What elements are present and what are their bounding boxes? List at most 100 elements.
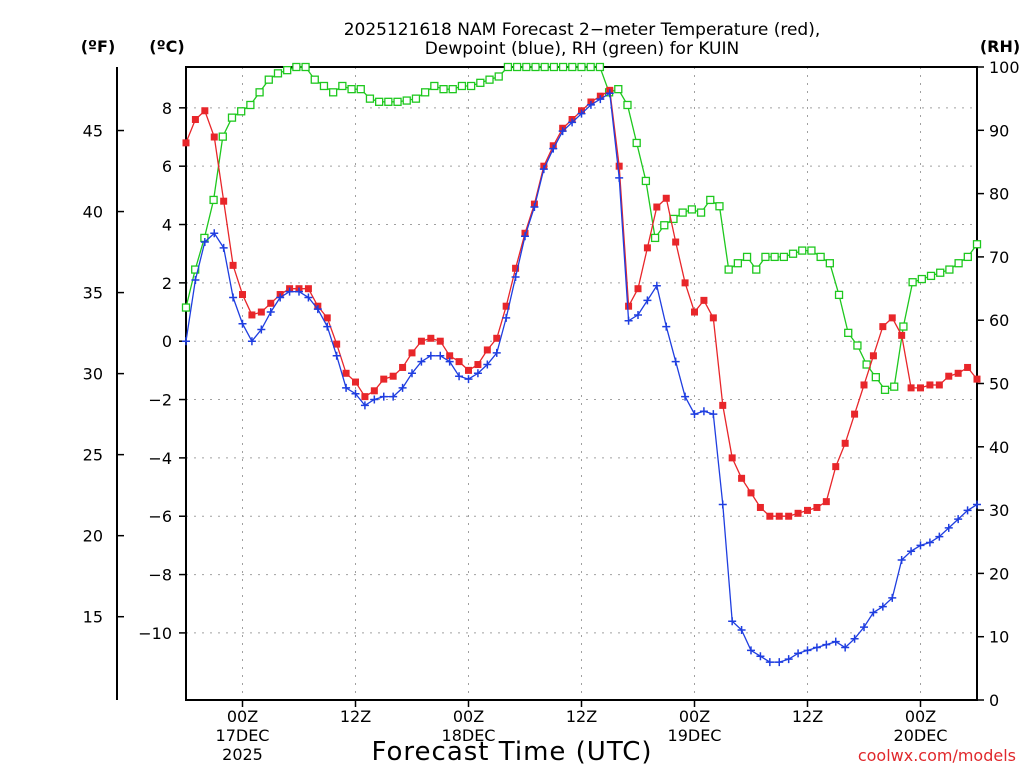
rh-point-48	[623, 100, 632, 110]
dewpoint-point-31	[473, 369, 482, 378]
temperature-point-46	[615, 162, 623, 170]
dewpoint-point-77	[907, 547, 916, 556]
x-tick-time-6: 00Z	[905, 707, 936, 726]
dewpoint-point-37	[530, 203, 539, 212]
rh-point-29	[448, 85, 457, 94]
rh-point-34	[494, 72, 503, 81]
temperature-point-16	[333, 340, 341, 348]
temperature-point-48	[634, 285, 642, 293]
rh-point-13	[301, 62, 310, 72]
temperature-point-82	[954, 369, 962, 377]
temperature-point-69	[832, 463, 840, 471]
temperature-point-22	[389, 372, 397, 380]
temperature-point-59	[738, 474, 746, 482]
x-axis-label: Forecast Time (UTC)	[371, 737, 652, 767]
rh-tick-label-0: 100	[989, 58, 1020, 77]
rh-tick-label-8: 20	[989, 564, 1009, 583]
temperature-point-79	[926, 381, 934, 389]
tick-labels: 86420−2−4−6−8−10454035302520151009080706…	[83, 58, 1020, 764]
rh-point-81	[926, 271, 936, 281]
temperature-point-23	[399, 363, 407, 371]
temperature-point-84	[973, 375, 981, 383]
rh-point-38	[531, 62, 540, 72]
dewpoint-point-9	[266, 308, 275, 317]
temperature-point-25	[417, 337, 425, 345]
celsius-tick-label-8: −8	[148, 566, 172, 585]
dewpoint-point-1	[191, 275, 200, 284]
plot-frame	[185, 66, 978, 701]
x-tick-time-1: 12Z	[340, 707, 371, 726]
rh-point-50	[641, 176, 651, 186]
celsius-tick-label-2: 4	[162, 216, 172, 235]
dewpoint-point-46	[615, 173, 624, 182]
dewpoint-point-47	[624, 316, 633, 325]
temperature-point-3	[210, 133, 218, 141]
x-tick-time-5: 12Z	[792, 707, 823, 726]
rh-point-77	[890, 382, 899, 391]
dewpoint-point-73	[869, 608, 878, 617]
temperature-point-33	[493, 334, 501, 342]
dewpoint-point-2	[200, 238, 209, 247]
rh-point-49	[632, 138, 641, 148]
rh-point-69	[816, 252, 825, 262]
temperature-point-75	[888, 314, 896, 322]
dewpoint-point-48	[634, 310, 642, 319]
fahrenheit-axis-unit: (ºF)	[81, 37, 116, 56]
rh-point-75	[871, 373, 880, 382]
dewpoint-point-28	[445, 357, 454, 366]
rh-point-70	[825, 259, 834, 268]
dewpoint-point-21	[379, 392, 388, 401]
rh-point-32	[476, 78, 485, 87]
dewpoint-point-26	[426, 351, 435, 360]
temperature-point-1	[191, 116, 199, 124]
rh-point-27	[430, 81, 439, 91]
dewpoint-point-6	[238, 319, 247, 328]
dewpoint-point-66	[803, 646, 812, 655]
dewpoint-point-34	[502, 313, 511, 322]
x-tick-date-4: 19DEC	[668, 726, 722, 745]
dewpoint-point-11	[285, 287, 294, 296]
temperature-point-54	[691, 308, 698, 316]
rh-point-31	[466, 81, 476, 91]
dewpoint-point-12	[295, 287, 303, 296]
rh-point-4	[218, 132, 227, 141]
dewpoint-point-58	[728, 617, 737, 626]
dewpoint-point-38	[539, 165, 548, 174]
rh-point-57	[706, 195, 715, 205]
dewpoint-point-67	[812, 643, 821, 652]
temperature-point-64	[785, 512, 793, 520]
celsius-tick-label-4: 0	[162, 332, 172, 351]
rh-point-15	[319, 81, 329, 91]
rh-point-36	[512, 62, 522, 72]
dewpoint-point-19	[360, 401, 369, 410]
fahrenheit-tick-label-0: 45	[83, 122, 103, 141]
dewpoint-point-75	[888, 593, 897, 602]
temperature-point-8	[257, 308, 265, 316]
temperature-point-52	[672, 238, 680, 246]
temperature-point-5	[229, 261, 237, 269]
dewpoint-point-30	[464, 375, 473, 384]
temperature-point-71	[851, 410, 859, 418]
dewpoint-point-0	[182, 337, 190, 346]
temperature-point-21	[380, 375, 388, 383]
temperature-point-74	[879, 323, 887, 331]
dewpoint-point-68	[822, 640, 831, 649]
rh-point-62	[752, 265, 761, 274]
chart-title-line2: Dewpoint (blue), RH (green) for KUIN	[425, 39, 739, 59]
rh-point-86	[972, 240, 982, 249]
rh-tick-label-4: 60	[989, 311, 1009, 330]
celsius-tick-label-0: 8	[162, 99, 172, 118]
rh-point-52	[660, 221, 669, 230]
temperature-point-61	[756, 503, 764, 511]
temperature-point-51	[662, 194, 670, 202]
celsius-axis-unit: (ºC)	[149, 37, 184, 56]
rh-point-7	[246, 100, 255, 110]
rh-point-66	[788, 249, 798, 258]
fahrenheit-tick-label-4: 25	[83, 446, 103, 465]
dewpoint-point-83	[963, 506, 972, 515]
dewpoint-point-33	[492, 348, 501, 357]
celsius-tick-label-1: 6	[162, 157, 172, 176]
temperature-series	[182, 86, 981, 520]
dewpoint-point-80	[935, 532, 944, 541]
celsius-tick-label-5: −2	[148, 391, 172, 410]
